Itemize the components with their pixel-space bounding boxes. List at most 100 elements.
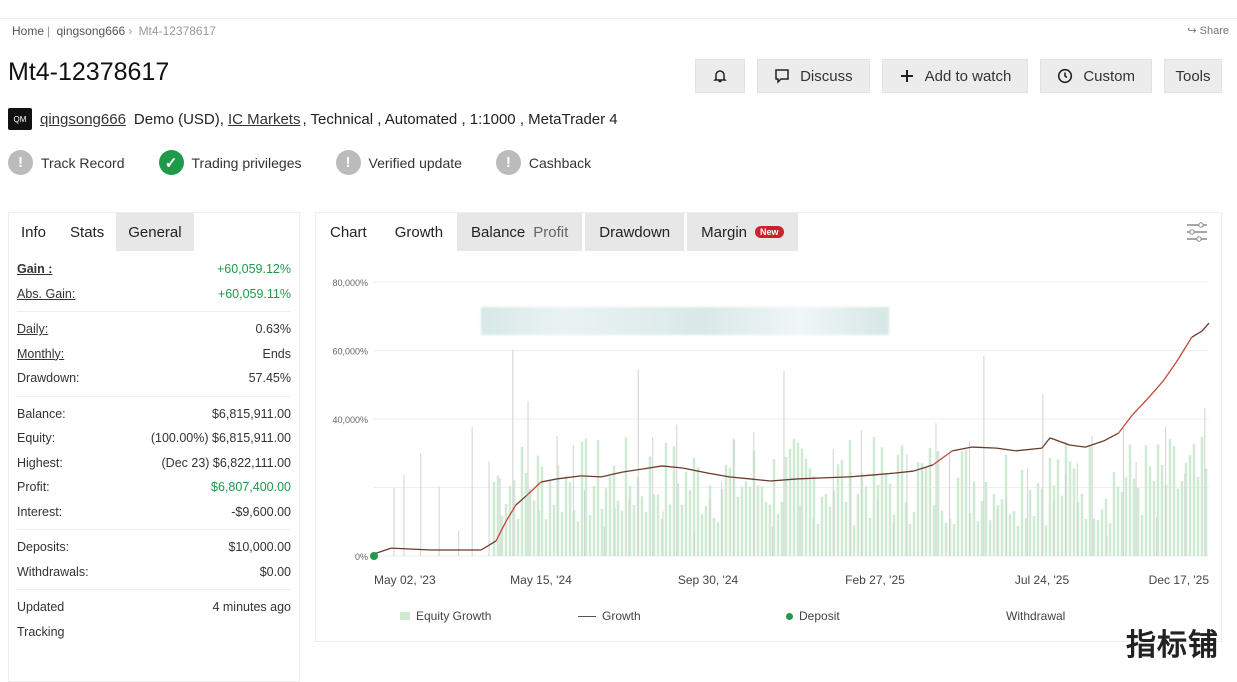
growth-line-segment <box>707 472 730 478</box>
growth-line-segment <box>849 474 876 478</box>
growth-line-segment <box>822 476 850 479</box>
legend-label: Growth <box>602 609 641 623</box>
add-to-watch-button[interactable]: Add to watch <box>881 59 1029 93</box>
stat-value: +60,059.12% <box>216 262 291 277</box>
growth-line-segment <box>1103 432 1119 442</box>
info-icon: ! <box>335 150 361 175</box>
discuss-button[interactable]: Discuss <box>757 59 870 93</box>
broker-link[interactable]: IC Markets <box>227 110 301 128</box>
stat-label[interactable]: Monthly: <box>17 346 65 361</box>
tab-drawdown[interactable]: Drawdown <box>585 213 685 251</box>
stat-highest: Highest: (Dec 23) $6,822,111.00 <box>17 451 291 476</box>
stat-gain: Gain : +60,059.12% <box>17 257 291 282</box>
breadcrumb-current: Mt4-12378617 <box>138 24 216 38</box>
stat-value: 0.63% <box>255 322 291 337</box>
custom-button[interactable]: Custom <box>1040 59 1152 93</box>
share-label: Share <box>1199 25 1229 37</box>
stat-deposits: Deposits: $10,000.00 <box>17 535 291 560</box>
y-tick-label: 60,000% <box>332 347 368 357</box>
growth-line-segment <box>515 495 527 506</box>
legend-growth[interactable]: Growth <box>578 609 641 623</box>
stat-daily: Daily: 0.63% <box>17 317 291 342</box>
tab-chart[interactable]: Chart <box>330 223 367 241</box>
stat-label[interactable]: Abs. Gain: <box>17 286 76 301</box>
tools-button[interactable]: Tools <box>1164 59 1222 93</box>
stat-label[interactable]: Gain : <box>17 262 53 277</box>
tab-growth[interactable]: Growth <box>394 223 444 241</box>
stat-label: Equity: <box>17 431 56 446</box>
stat-label: Interest: <box>17 504 63 519</box>
x-tick-label: Jul 24, '25 <box>1015 573 1070 587</box>
growth-line-segment <box>1201 322 1210 332</box>
chart-settings-icon[interactable] <box>1185 221 1209 243</box>
stat-monthly: Monthly: Ends <box>17 342 291 367</box>
tab-balance-profit[interactable]: Balance Profit <box>457 213 583 251</box>
growth-line-segment <box>874 472 895 476</box>
growth-line-segment <box>770 478 798 482</box>
badge-cashback[interactable]: ! Cashback <box>495 150 592 175</box>
stat-value: $0.00 <box>259 564 291 579</box>
growth-line-segment <box>1049 437 1070 446</box>
badge-label: Track Record <box>41 154 125 171</box>
chart-panel: Chart Growth Balance Profit Drawdown Marg… <box>315 212 1222 642</box>
avatar: QM <box>8 108 32 130</box>
page-title: Mt4-12378617 <box>8 58 170 86</box>
tab-info[interactable]: Info <box>21 223 47 241</box>
badge-verified-update[interactable]: ! Verified update <box>335 150 462 175</box>
tab-profit: Profit <box>533 223 569 241</box>
badge-trading-privileges[interactable]: ✓ Trading privileges <box>158 150 302 175</box>
growth-line-segment <box>1162 360 1178 382</box>
growth-line-segment <box>1041 437 1051 449</box>
legend-deposit[interactable]: Deposit <box>786 609 840 623</box>
legend-withdrawal[interactable]: Withdrawal <box>1006 609 1065 623</box>
stat-balance: Balance: $6,815,911.00 <box>17 402 291 427</box>
breadcrumb-home[interactable]: Home <box>12 24 45 38</box>
stat-label: Updated <box>17 600 65 615</box>
growth-chart: 0% 40,000% 60,000% 80,000% May 02, '23 May 15… <box>332 278 1210 587</box>
share-link[interactable]: ↪ Share <box>1187 25 1229 37</box>
tab-margin[interactable]: Margin New <box>687 213 798 251</box>
new-badge: New <box>755 226 784 238</box>
breadcrumb-user[interactable]: qingsong666 <box>56 24 126 38</box>
stat-value: (Dec 23) $6,822,111.00 <box>161 455 292 470</box>
badge-label: Trading privileges <box>191 154 302 171</box>
growth-line-segment <box>1085 440 1104 448</box>
stat-value: +60,059.11% <box>217 286 291 301</box>
growth-line-segment <box>661 465 683 469</box>
growth-line-segment <box>894 470 914 474</box>
growth-line-segment <box>1131 398 1148 416</box>
account-type: Demo (USD), <box>133 110 224 128</box>
warning-icon: ! <box>495 150 521 175</box>
stat-label: Highest: <box>17 455 63 470</box>
stat-updated: Updated 4 minutes ago <box>17 595 291 620</box>
bell-icon <box>713 70 727 83</box>
tab-stats[interactable]: Stats <box>70 223 105 241</box>
plus-icon <box>900 70 913 82</box>
stat-label: Drawdown: <box>17 371 80 386</box>
tab-general[interactable]: General <box>116 213 194 251</box>
badge-track-record[interactable]: ! Track Record <box>8 150 125 175</box>
growth-line-segment <box>480 540 497 551</box>
stat-label: Profit: <box>17 480 50 495</box>
stat-value: $6,815,911.00 <box>211 406 291 421</box>
action-bar: Discuss Add to watch Custom Tools <box>695 59 1222 93</box>
user-link[interactable]: qingsong666 <box>40 110 126 128</box>
legend-equity-growth[interactable]: Equity Growth <box>400 609 491 623</box>
account-system: , Technical , Automated , 1:1000 , MetaT… <box>302 110 618 128</box>
alert-button[interactable] <box>695 59 746 93</box>
growth-line-segment <box>682 467 709 474</box>
comment-icon <box>775 69 789 84</box>
stat-label[interactable]: Daily: <box>17 322 49 337</box>
x-tick-label: May 02, '23 <box>374 573 436 587</box>
legend-label: Equity Growth <box>416 609 492 623</box>
growth-line-segment <box>952 446 972 452</box>
verification-badges: ! Track Record ✓ Trading privileges ! Verif… <box>8 150 591 175</box>
growth-line-segment <box>1191 330 1203 338</box>
watch-label: Add to watch <box>924 67 1012 85</box>
stat-value: Ends <box>262 346 292 361</box>
growth-line-segment <box>750 478 771 482</box>
badge-label: Cashback <box>528 154 592 171</box>
top-divider <box>0 18 1237 19</box>
growth-line-segment <box>913 464 934 472</box>
stat-label: Withdrawals: <box>17 564 89 579</box>
